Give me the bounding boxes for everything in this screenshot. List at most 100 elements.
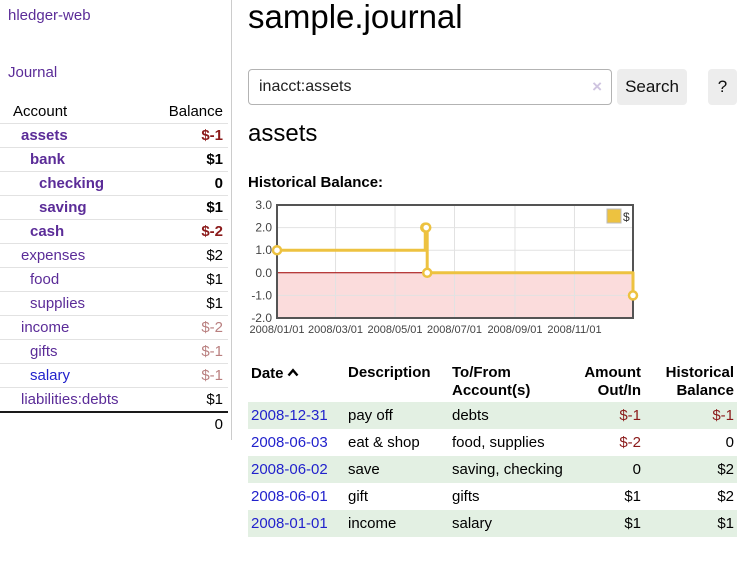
account-row: assets $-1 — [0, 123, 228, 147]
account-column-header: Account — [13, 103, 68, 120]
sidebar: hledger-web Journal Account Balance asse… — [0, 0, 232, 440]
register-description-cell: gift — [348, 488, 369, 505]
account-balance: 0 — [214, 175, 223, 192]
svg-text:2008/07/01: 2008/07/01 — [427, 324, 482, 336]
account-row: checking 0 — [0, 171, 228, 195]
register-date-cell[interactable]: 2008-01-01 — [248, 510, 345, 537]
account-row: income $-2 — [0, 315, 228, 339]
svg-text:2008/09/01: 2008/09/01 — [487, 324, 542, 336]
account-balance: $2 — [206, 247, 223, 264]
page-title: sample.journal — [248, 0, 463, 35]
register-balance-cell: $1 — [717, 515, 734, 532]
chevron-up-icon — [287, 364, 299, 382]
register-amount-cell: 0 — [632, 461, 641, 478]
register-balance-cell: $-1 — [712, 407, 734, 424]
account-link[interactable]: liabilities:debts — [21, 391, 119, 408]
svg-text:$: $ — [623, 210, 630, 224]
svg-text:3.0: 3.0 — [255, 198, 272, 212]
account-row: bank $1 — [0, 147, 228, 171]
app-title-link[interactable]: hledger-web — [8, 7, 91, 24]
search-form: × Search ? — [248, 69, 737, 105]
account-row: cash $-2 — [0, 219, 228, 243]
historical-balance-chart: 3.0 2.0 1.0 0.0 -1.0 -2.0 2008/01/01 2008/03/01… — [248, 197, 640, 341]
account-balance: $-1 — [201, 127, 223, 144]
account-balance: $-2 — [201, 223, 223, 240]
date-column-header[interactable]: Date — [248, 362, 345, 402]
account-link[interactable]: saving — [39, 199, 87, 216]
account-balance: $1 — [206, 295, 223, 312]
clear-search-icon[interactable]: × — [592, 77, 602, 96]
register-header-row: Date Description To/From Account(s) Amou… — [248, 362, 737, 402]
account-link[interactable]: food — [30, 271, 60, 288]
svg-text:2008/01/01: 2008/01/01 — [249, 324, 304, 336]
account-balance: $1 — [206, 391, 223, 408]
account-link[interactable]: gifts — [30, 343, 58, 360]
account-link[interactable]: salary — [30, 367, 71, 384]
search-input[interactable] — [248, 69, 612, 105]
register-date-cell[interactable]: 2008-06-02 — [248, 456, 345, 483]
account-link[interactable]: cash — [30, 223, 65, 240]
register-accounts-cell: food, supplies — [452, 434, 545, 451]
register-date-cell[interactable]: 2008-06-03 — [248, 429, 345, 456]
account-link[interactable]: assets — [21, 127, 68, 144]
account-balance: $-2 — [201, 319, 223, 336]
register-description-cell: pay off — [348, 407, 393, 424]
search-button[interactable]: Search — [617, 69, 687, 105]
transaction-date-link[interactable]: 2008-06-03 — [251, 434, 328, 451]
transaction-date-link[interactable]: 2008-06-01 — [251, 488, 328, 505]
help-button[interactable]: ? — [708, 69, 737, 105]
register-row: 2008-12-31 pay off debts $-1 $-1 — [248, 402, 737, 429]
register-amount-cell: $-1 — [619, 407, 641, 424]
accounts-table-header: Account Balance — [0, 100, 228, 123]
chart-title: Historical Balance: — [248, 174, 384, 191]
transaction-date-link[interactable]: 2008-06-02 — [251, 461, 328, 478]
register-date-cell[interactable]: 2008-06-01 — [248, 483, 345, 510]
account-balance: $-1 — [201, 367, 223, 384]
search-input-wrap: × — [248, 69, 612, 105]
register-accounts-cell: gifts — [452, 488, 480, 505]
svg-text:1.0: 1.0 — [255, 243, 272, 257]
account-balance: $-1 — [201, 343, 223, 360]
main-content: sample.journal × Search ? assets Histori… — [248, 0, 742, 582]
register-row: 2008-01-01 income salary $1 $1 — [248, 510, 737, 537]
svg-text:2008/11/01: 2008/11/01 — [547, 324, 601, 336]
svg-text:-1.0: -1.0 — [251, 288, 272, 302]
register-balance-cell: $2 — [717, 461, 734, 478]
account-balance: $1 — [206, 199, 223, 216]
register-amount-cell: $1 — [624, 488, 641, 505]
account-link[interactable]: checking — [39, 175, 105, 192]
account-link[interactable]: income — [21, 319, 70, 336]
account-row: salary $-1 — [0, 363, 228, 387]
register-accounts-cell: debts — [452, 407, 489, 424]
svg-text:0.0: 0.0 — [255, 266, 272, 280]
register-date-cell[interactable]: 2008-12-31 — [248, 402, 345, 429]
accounts-rows: assets $-1 bank $1 checking 0 saving $1 cash $-2 e… — [0, 123, 228, 411]
register-description-cell: income — [348, 515, 397, 532]
balance-column-header: Balance — [168, 103, 223, 120]
accounts-total: 0 — [0, 411, 228, 436]
register-description-cell: save — [348, 461, 380, 478]
account-link[interactable]: bank — [30, 151, 66, 168]
account-balance: $1 — [206, 151, 223, 168]
register-row: 2008-06-03 eat & shop food, supplies $-2 0 — [248, 429, 737, 456]
transaction-date-link[interactable]: 2008-01-01 — [251, 515, 328, 532]
account-row: food $1 — [0, 267, 228, 291]
register-balance-cell: 0 — [725, 434, 734, 451]
register-body: 2008-12-31 pay off debts $-1 $-1 2008-06-03 ea… — [248, 402, 737, 537]
transaction-date-link[interactable]: 2008-12-31 — [251, 407, 328, 424]
description-column-header: Description — [348, 364, 431, 381]
svg-text:-2.0: -2.0 — [251, 311, 272, 325]
account-link[interactable]: supplies — [30, 295, 86, 312]
register-balance-cell: $2 — [717, 488, 734, 505]
svg-text:2.0: 2.0 — [255, 221, 272, 235]
account-heading: assets — [248, 120, 318, 147]
register-amount-cell: $-2 — [619, 434, 641, 451]
register-accounts-cell: salary — [452, 515, 493, 532]
account-link[interactable]: expenses — [21, 247, 86, 264]
sidebar-item-journal[interactable]: Journal — [8, 64, 58, 81]
account-row: liabilities:debts $1 — [0, 387, 228, 411]
register-table: Date Description To/From Account(s) Amou… — [248, 362, 737, 537]
register-accounts-cell: saving, checking — [452, 461, 563, 478]
account-balance: $1 — [206, 271, 223, 288]
